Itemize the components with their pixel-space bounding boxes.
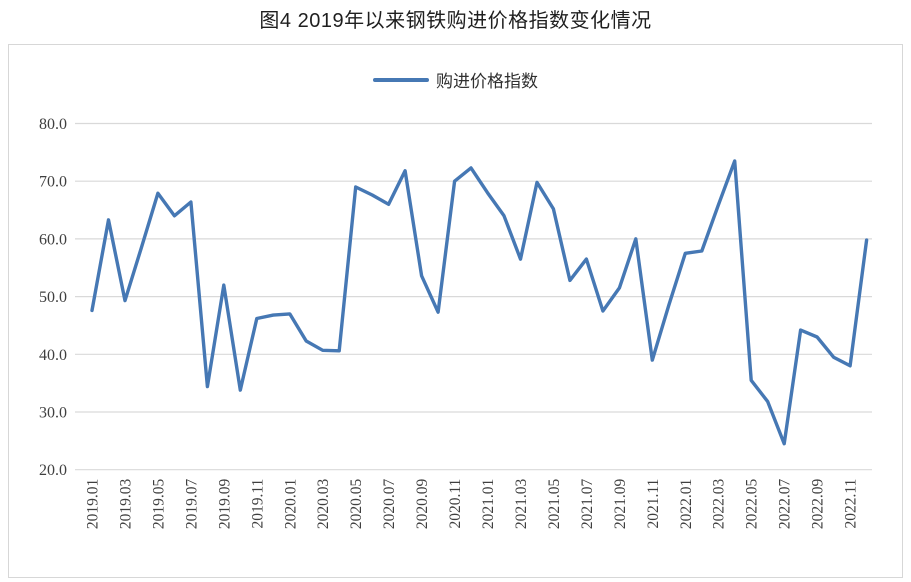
legend-series-label: 购进价格指数 — [436, 72, 538, 91]
svg-text:2020.07: 2020.07 — [381, 478, 398, 529]
svg-text:2021.01: 2021.01 — [480, 479, 497, 529]
svg-text:2020.11: 2020.11 — [447, 479, 464, 529]
svg-text:2019.01: 2019.01 — [85, 479, 102, 529]
price-index-line-chart: 80.0 70.0 60.0 50.0 40.0 30.0 20.0 2019.01 2019.… — [39, 116, 872, 529]
svg-text:2022.11: 2022.11 — [843, 479, 860, 529]
svg-text:2021.09: 2021.09 — [612, 478, 629, 529]
svg-text:2020.05: 2020.05 — [348, 478, 365, 529]
svg-text:30.0: 30.0 — [39, 405, 67, 422]
svg-text:80.0: 80.0 — [39, 116, 67, 133]
svg-text:2022.01: 2022.01 — [678, 479, 695, 529]
svg-text:2019.05: 2019.05 — [150, 478, 167, 529]
svg-text:2021.05: 2021.05 — [546, 478, 563, 529]
svg-text:40.0: 40.0 — [39, 347, 67, 364]
svg-text:50.0: 50.0 — [39, 289, 67, 306]
svg-text:2019.03: 2019.03 — [117, 478, 134, 529]
svg-text:2022.09: 2022.09 — [810, 478, 827, 529]
svg-text:2022.03: 2022.03 — [711, 478, 728, 529]
legend-line-swatch-icon — [373, 77, 429, 82]
svg-text:70.0: 70.0 — [39, 174, 67, 191]
svg-text:2020.03: 2020.03 — [315, 478, 332, 529]
svg-text:2021.07: 2021.07 — [579, 478, 596, 529]
svg-text:2020.09: 2020.09 — [414, 478, 431, 529]
svg-text:60.0: 60.0 — [39, 231, 67, 248]
svg-text:2022.07: 2022.07 — [777, 478, 794, 529]
svg-text:2019.11: 2019.11 — [249, 479, 266, 529]
svg-text:20.0: 20.0 — [39, 462, 67, 479]
chart-container: 购进价格指数 80.0 70.0 60.0 50.0 40.0 30.0 20.0 2019.… — [8, 44, 903, 578]
svg-text:2019.07: 2019.07 — [183, 478, 200, 529]
svg-text:2020.01: 2020.01 — [282, 479, 299, 529]
svg-text:2022.05: 2022.05 — [744, 478, 761, 529]
svg-text:2021.03: 2021.03 — [513, 478, 530, 529]
chart-title: 图4 2019年以来钢铁购进价格指数变化情况 — [259, 10, 652, 32]
svg-text:2021.11: 2021.11 — [645, 479, 662, 529]
chart-legend: 购进价格指数 — [9, 67, 902, 92]
svg-text:2019.09: 2019.09 — [216, 478, 233, 529]
